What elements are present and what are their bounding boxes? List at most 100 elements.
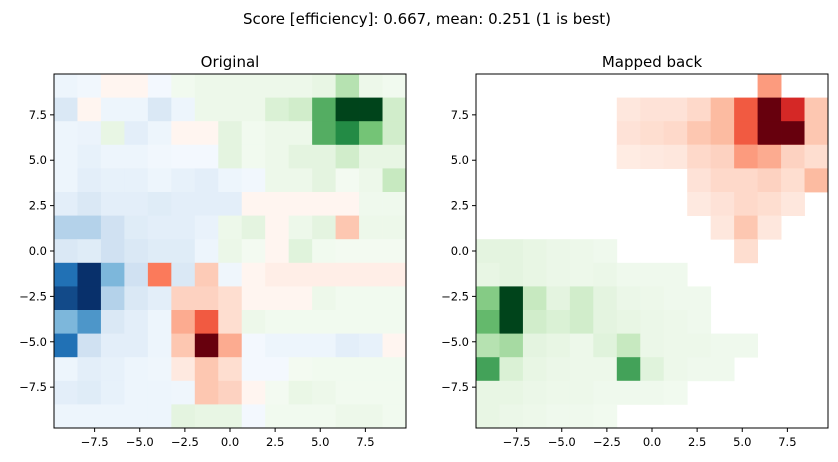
heatmap-cell-original-12-11 [312, 357, 336, 382]
y-tick-label-original-4: −2.5 [19, 289, 47, 303]
heatmap-cell-original-5-3 [124, 192, 149, 216]
heatmap-cell-original-3-3 [124, 144, 149, 169]
heatmap-cell-original-10-1 [77, 310, 102, 334]
y-ticks-original: 7.5 5.0 2.5 0.0 −2.5 −5.0 −7.5 [19, 108, 54, 394]
heatmap-cell-original-13-5 [171, 380, 196, 405]
heatmap-cell-original-8-9 [265, 262, 290, 287]
heatmap-cell-original-3-0 [54, 144, 78, 169]
heatmap-cells-mapped-back [476, 74, 829, 429]
heatmap-cell-mapped-back-1-11 [734, 97, 758, 122]
y-tick-label-original-0: 7.5 [29, 108, 47, 122]
heatmap-cell-mapped-back-11-0 [476, 333, 500, 358]
heatmap-cell-original-13-10 [288, 380, 313, 405]
heatmap-cell-original-7-9 [265, 239, 290, 264]
y-tick-label-original-3: 0.0 [29, 244, 47, 258]
heatmap-cell-original-14-0 [54, 404, 78, 429]
heatmap-cell-original-13-8 [241, 380, 266, 405]
heatmap-cell-original-5-0 [54, 192, 78, 216]
heatmap-cell-original-12-9 [265, 357, 290, 382]
heatmap-cell-mapped-back-3-11 [734, 144, 758, 169]
heatmap-cell-original-2-10 [288, 121, 313, 146]
heatmap-cell-mapped-back-13-8 [663, 380, 688, 405]
heatmap-cell-original-5-10 [288, 192, 313, 216]
heatmap-cell-original-7-1 [77, 239, 102, 264]
x-tick-label-original-2: −2.5 [171, 435, 199, 449]
heatmap-cell-original-11-10 [288, 333, 313, 358]
heatmap-cell-mapped-back-8-1 [499, 262, 524, 287]
heatmap-cell-original-10-10 [288, 310, 313, 334]
heatmap-cell-mapped-back-8-7 [640, 262, 665, 287]
heatmap-cell-original-6-4 [147, 215, 172, 240]
heatmap-cell-original-8-3 [124, 262, 149, 287]
heatmap-cell-mapped-back-12-4 [569, 357, 594, 382]
heatmap-cell-mapped-back-11-10 [710, 333, 735, 358]
heatmap-cell-mapped-back-9-7 [640, 286, 665, 311]
heatmap-cell-original-14-1 [77, 404, 102, 429]
heatmap-cell-mapped-back-3-9 [687, 144, 712, 169]
heatmap-cell-original-11-7 [218, 333, 243, 358]
heatmap-cell-original-5-11 [312, 192, 336, 216]
heatmap-cell-original-9-11 [312, 286, 336, 311]
heatmap-cell-original-7-14 [382, 239, 407, 264]
heatmap-cell-original-10-13 [359, 310, 383, 334]
heatmap-cell-mapped-back-14-4 [569, 404, 594, 429]
heatmap-cell-original-11-9 [265, 333, 290, 358]
heatmap-cell-mapped-back-14-0 [476, 404, 500, 429]
heatmap-cell-original-12-8 [241, 357, 266, 382]
heatmap-cell-mapped-back-14-5 [593, 404, 618, 429]
heatmap-cell-original-6-3 [124, 215, 149, 240]
heatmap-cell-original-14-9 [265, 404, 290, 429]
heatmap-cell-original-7-3 [124, 239, 149, 264]
heatmap-cell-original-10-6 [194, 310, 219, 334]
heatmap-cell-mapped-back-8-5 [593, 262, 618, 287]
heatmap-cell-original-0-5 [171, 74, 196, 98]
heatmap-cell-original-5-2 [100, 192, 125, 216]
heatmap-cell-original-8-6 [194, 262, 219, 287]
heatmap-cell-original-5-12 [335, 192, 360, 216]
heatmap-cell-original-2-0 [54, 121, 78, 146]
heatmap-cell-original-3-13 [359, 144, 383, 169]
heatmap-cell-mapped-back-9-6 [616, 286, 641, 311]
heatmap-cell-original-10-9 [265, 310, 290, 334]
heatmap-cell-original-5-9 [265, 192, 290, 216]
heatmap-cell-mapped-back-9-4 [569, 286, 594, 311]
heatmap-cell-original-4-5 [171, 168, 196, 193]
heatmap-cell-original-8-2 [100, 262, 125, 287]
heatmap-cell-mapped-back-9-2 [522, 286, 547, 311]
heatmap-cell-original-11-4 [147, 333, 172, 358]
heatmap-cell-original-8-13 [359, 262, 383, 287]
y-ticks-mapped-back: 7.5 5.0 2.5 0.0 −2.5 −5.0 −7.5 [441, 108, 476, 394]
heatmap-cell-original-8-8 [241, 262, 266, 287]
heatmap-cell-original-12-1 [77, 357, 102, 382]
heatmap-cell-original-11-6 [194, 333, 219, 358]
x-tick-label-original-0: −7.5 [81, 435, 109, 449]
heatmap-cell-mapped-back-9-0 [476, 286, 500, 311]
heatmap-cell-mapped-back-13-7 [640, 380, 665, 405]
heatmap-cell-mapped-back-10-6 [616, 310, 641, 334]
heatmap-cell-original-11-0 [54, 333, 78, 358]
heatmap-cell-mapped-back-11-2 [522, 333, 547, 358]
heatmap-cell-original-11-14 [382, 333, 407, 358]
heatmap-cell-original-0-4 [147, 74, 172, 98]
x-tick-label-original-5: 5.0 [311, 435, 329, 449]
heatmap-cell-original-0-11 [312, 74, 336, 98]
heatmap-cell-mapped-back-7-1 [499, 239, 524, 264]
figure-suptitle: Score [efficiency]: 0.667, mean: 0.251 (… [243, 10, 611, 28]
heatmap-cell-mapped-back-14-1 [499, 404, 524, 429]
heatmap-cell-original-6-13 [359, 215, 383, 240]
heatmap-cell-original-12-14 [382, 357, 407, 382]
heatmap-cell-mapped-back-7-2 [522, 239, 547, 264]
heatmap-cell-mapped-back-13-0 [476, 380, 500, 405]
heatmap-cell-original-10-0 [54, 310, 78, 334]
heatmap-cell-mapped-back-7-0 [476, 239, 500, 264]
heatmap-cell-original-0-2 [100, 74, 125, 98]
heatmap-cell-mapped-back-3-10 [710, 144, 735, 169]
heatmap-cell-mapped-back-3-6 [616, 144, 641, 169]
heatmap-cell-mapped-back-3-12 [757, 144, 782, 169]
heatmap-cell-original-6-9 [265, 215, 290, 240]
heatmap-cell-mapped-back-6-10 [710, 215, 735, 240]
heatmap-cell-original-5-8 [241, 192, 266, 216]
y-tick-label-original-5: −5.0 [19, 335, 47, 349]
heatmap-cell-original-13-12 [335, 380, 360, 405]
heatmap-cell-original-9-8 [241, 286, 266, 311]
